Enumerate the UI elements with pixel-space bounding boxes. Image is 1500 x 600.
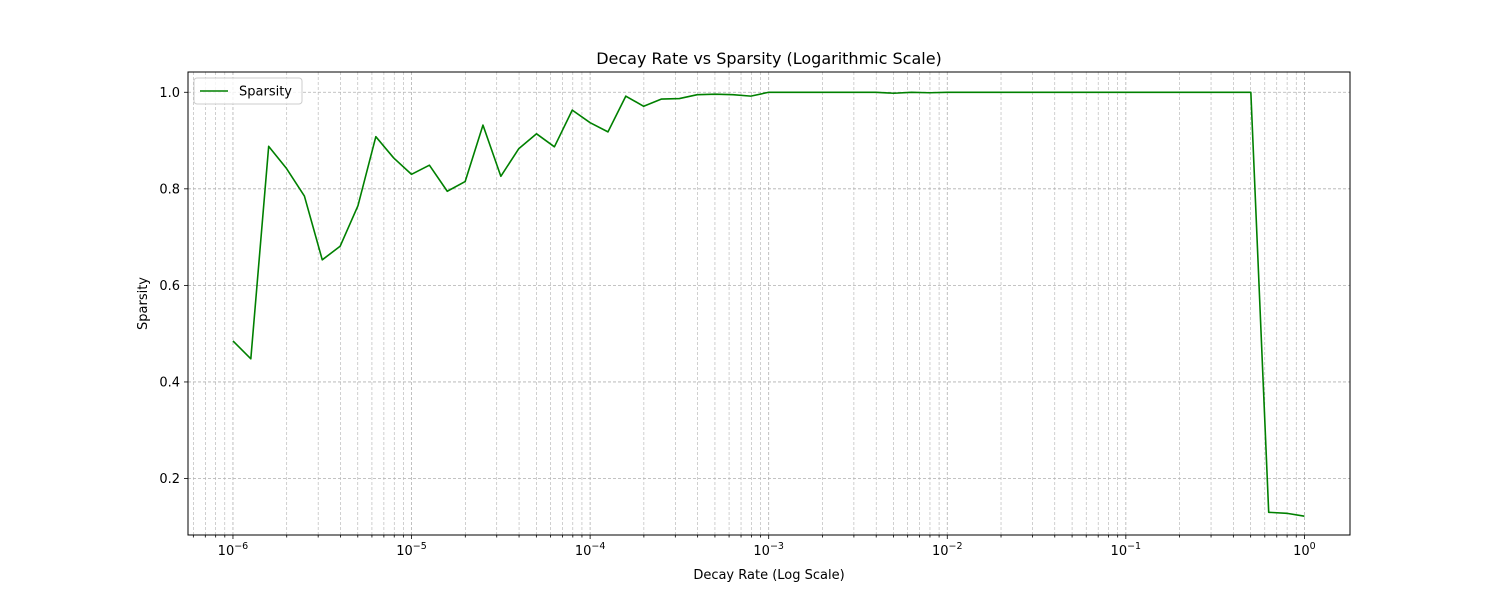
y-axis-label: Sparsity [136,277,151,330]
plot-layer [232,91,1305,517]
grid-layer [188,72,1350,535]
x-axis-label: Decay Rate (Log Scale) [693,568,844,583]
legend-box [193,77,303,105]
x-tick-label: 10−3 [753,541,784,559]
tick-layer: 10−6 10−5 10−4 10−3 10−2 10−1 100 0.2 0.4 0.6 0.8 1… [159,86,1315,559]
y-tick-label: 0.8 [159,182,180,197]
y-tick-label: 0.4 [159,375,180,390]
y-tick-label: 0.6 [159,279,180,294]
x-tick-label: 10−6 [218,541,249,559]
legend-label: Sparsity [239,85,292,100]
chart-title: Decay Rate vs Sparsity (Logarithmic Scal… [596,49,942,68]
sparsity-line [232,91,1305,517]
legend: Sparsity [193,77,303,105]
y-tick-label: 1.0 [159,86,180,101]
x-tick-label: 100 [1293,541,1316,559]
x-tick-label: 10−1 [1111,541,1142,559]
x-tick-label: 10−5 [396,541,427,559]
y-tick-label: 0.2 [159,472,180,487]
x-tick-label: 10−4 [575,541,606,559]
x-tick-label: 10−2 [932,541,963,559]
